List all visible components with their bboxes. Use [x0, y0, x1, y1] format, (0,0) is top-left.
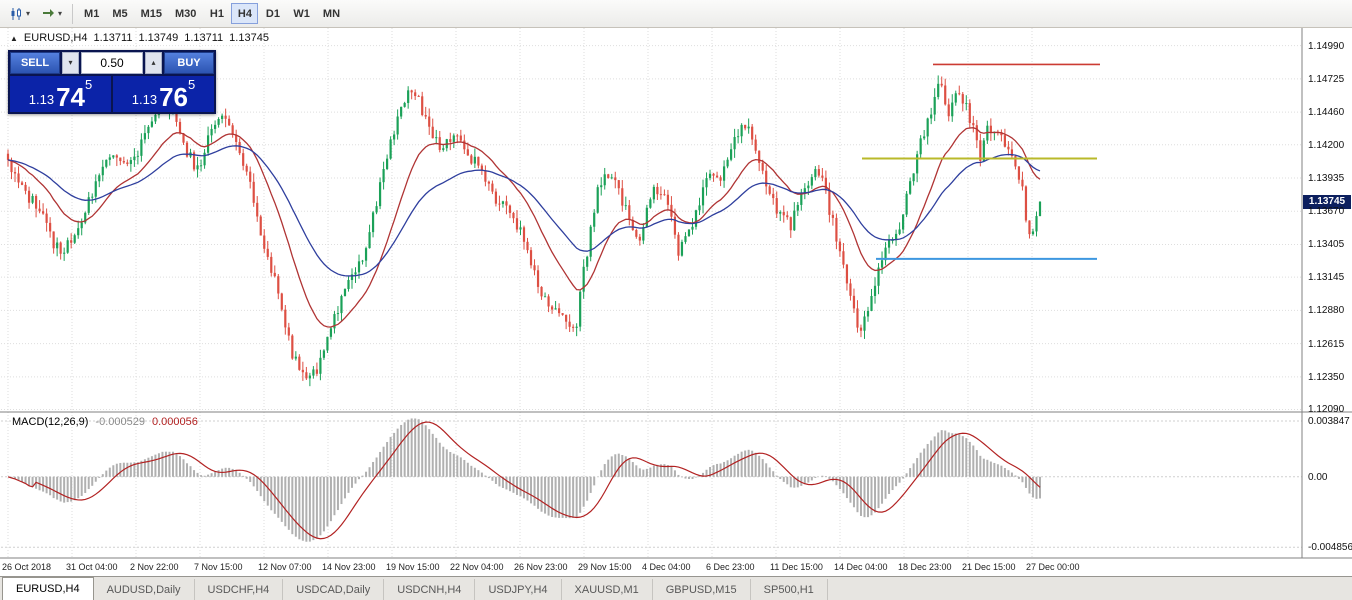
chart-type-button[interactable]: ▾ [4, 3, 35, 25]
date-label: 14 Nov 23:00 [322, 562, 376, 572]
chart-symbol-icon: ▲ [10, 33, 18, 43]
date-label: 19 Nov 15:00 [386, 562, 440, 572]
volume-input[interactable] [81, 52, 143, 74]
chart-symbol-label: EURUSD,H4 [23, 32, 88, 44]
macd-main-value: -0.000529 [95, 416, 145, 428]
price-axis-label: 1.14725 [1308, 73, 1345, 85]
one-click-trading-panel: SELL ▾ ▴ BUY 1.13 74 5 1.13 76 5 [8, 50, 216, 114]
price-axis-label: 1.13935 [1308, 172, 1345, 184]
price-axis-label: 1.12880 [1308, 305, 1345, 317]
date-label: 12 Nov 07:00 [258, 562, 312, 572]
cycle-arrows-icon [43, 8, 55, 17]
sell-price-big: 74 [56, 82, 85, 112]
sell-button[interactable]: SELL [10, 52, 60, 74]
macd-indicator-label: MACD(12,26,9) -0.000529 0.000056 [12, 416, 198, 428]
timeframe-button-d1[interactable]: D1 [259, 3, 286, 24]
price-axis-label: 1.13405 [1308, 239, 1345, 251]
buy-price-display[interactable]: 1.13 76 5 [113, 76, 214, 112]
price-axis[interactable]: 1.13745 1.14990 1.14725 1.14460 1.14200 1.13… [1302, 0, 1352, 576]
sell-price-display[interactable]: 1.13 74 5 [10, 76, 111, 112]
date-label: 18 Dec 23:00 [898, 562, 952, 572]
chart-tab-xauusd-m1[interactable]: XAUUSD,M1 [562, 579, 653, 600]
price-axis-label: 1.12090 [1308, 404, 1345, 416]
date-label: 26 Nov 23:00 [514, 562, 568, 572]
date-label: 2 Nov 22:00 [130, 562, 179, 572]
date-label: 14 Dec 04:00 [834, 562, 888, 572]
macd-axis-label: -0.004856 [1308, 542, 1352, 554]
date-label: 4 Dec 04:00 [642, 562, 691, 572]
timeframe-button-w1[interactable]: W1 [287, 3, 316, 24]
date-label: 7 Nov 15:00 [194, 562, 243, 572]
price-axis-label: 1.13670 [1308, 206, 1345, 218]
period-cycle-button[interactable]: ▾ [36, 3, 67, 25]
price-axis-label: 1.12350 [1308, 371, 1345, 383]
timeframe-button-m5[interactable]: M5 [106, 3, 133, 24]
buy-price-big: 76 [159, 82, 188, 112]
chart-tab-audusd-daily[interactable]: AUDUSD,Daily [94, 579, 195, 600]
timeframe-button-group: M1 M5 M15 M30 H1 H4 D1 W1 MN [78, 3, 346, 24]
ohlc-low: 1.13711 [184, 32, 224, 44]
timeframe-button-h4[interactable]: H4 [231, 3, 259, 24]
price-axis-label: 1.14200 [1308, 139, 1345, 151]
date-label: 21 Dec 15:00 [962, 562, 1016, 572]
date-label: 6 Dec 23:00 [706, 562, 755, 572]
date-label: 26 Oct 2018 [2, 562, 52, 572]
chart-tab-sp500-h1[interactable]: SP500,H1 [751, 579, 828, 600]
timeframe-button-mn[interactable]: MN [317, 3, 346, 24]
chart-tab-usdcad-daily[interactable]: USDCAD,Daily [283, 579, 385, 600]
chart-tab-gbpusd-m15[interactable]: GBPUSD,M15 [653, 579, 751, 600]
chart-tab-bar: EURUSD,H4 AUDUSD,Daily USDCHF,H4 USDCAD,Dai… [0, 576, 1352, 600]
candlestick-chart-icon [11, 7, 21, 20]
volume-decrease-button[interactable]: ▾ [62, 52, 79, 74]
volume-increase-button[interactable]: ▴ [145, 52, 162, 74]
chart-tab-usdchf-h4[interactable]: USDCHF,H4 [195, 579, 284, 600]
timeframe-button-m15[interactable]: M15 [135, 3, 168, 24]
ohlc-open: 1.13711 [93, 32, 133, 44]
buy-button[interactable]: BUY [164, 52, 214, 74]
timeframe-button-h1[interactable]: H1 [203, 3, 230, 24]
price-axis-label: 1.12615 [1308, 338, 1345, 350]
date-axis[interactable]: 26 Oct 2018 31 Oct 04:00 2 Nov 22:00 7 Nov … [0, 559, 1302, 576]
chevron-down-icon: ▾ [58, 8, 63, 18]
trade-controls-row: SELL ▾ ▴ BUY [10, 52, 214, 74]
price-axis-label: 1.13145 [1308, 272, 1345, 284]
ohlc-high: 1.13749 [138, 32, 179, 44]
sell-price-prefix: 1.13 [28, 92, 55, 107]
macd-axis-label: 0.003847 [1308, 416, 1350, 428]
timeframe-button-m30[interactable]: M30 [169, 3, 202, 24]
toolbar-separator [72, 3, 74, 24]
main-toolbar: ▾ ▾ M1 M5 M15 M30 H1 H4 D1 W1 MN [0, 0, 1352, 28]
sell-price-sup: 5 [85, 77, 93, 92]
chevron-down-icon: ▾ [26, 8, 31, 18]
macd-signal-value: 0.000056 [151, 416, 198, 428]
chart-ohlc-readout: ▲ EURUSD,H4 1.13711 1.13749 1.13711 1.13… [10, 32, 269, 44]
date-label: 29 Nov 15:00 [578, 562, 632, 572]
chart-tab-usdjpy-h4[interactable]: USDJPY,H4 [475, 579, 562, 600]
price-axis-label: 1.14990 [1308, 40, 1345, 52]
macd-name: MACD(12,26,9) [12, 416, 89, 428]
buy-price-sup: 5 [188, 77, 196, 92]
date-label: 31 Oct 04:00 [66, 562, 118, 572]
date-label: 11 Dec 15:00 [770, 562, 823, 572]
current-price-badge: 1.13745 [1303, 194, 1351, 209]
macd-axis-label: 0.00 [1308, 471, 1328, 483]
trade-prices-row: 1.13 74 5 1.13 76 5 [10, 76, 214, 112]
ohlc-close: 1.13745 [229, 32, 269, 44]
date-label: 27 Dec 00:00 [1026, 562, 1080, 572]
buy-price-prefix: 1.13 [131, 92, 158, 107]
timeframe-button-m1[interactable]: M1 [78, 3, 105, 24]
date-label: 22 Nov 04:00 [450, 562, 504, 572]
chart-tab-eurusd-h4[interactable]: EURUSD,H4 [2, 577, 94, 600]
price-axis-label: 1.14460 [1308, 107, 1345, 119]
chart-tab-usdcnh-h4[interactable]: USDCNH,H4 [384, 579, 476, 600]
